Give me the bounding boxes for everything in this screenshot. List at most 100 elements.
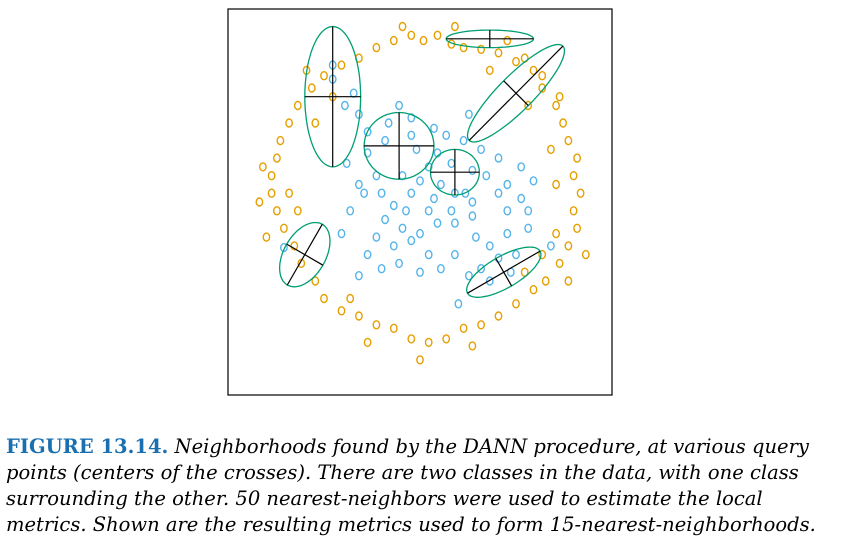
points-layer bbox=[255, 21, 590, 365]
outer-class-point bbox=[581, 249, 590, 260]
outer-class-point bbox=[564, 276, 573, 286]
inner-class-point bbox=[503, 206, 512, 216]
inner-class-point bbox=[450, 249, 459, 260]
outer-class-point bbox=[267, 170, 276, 181]
outer-class-point bbox=[290, 241, 299, 251]
inner-class-point bbox=[381, 214, 389, 225]
inner-class-point bbox=[346, 206, 355, 216]
inner-class-point bbox=[464, 109, 473, 120]
scatter-plot bbox=[227, 8, 613, 396]
outer-class-point bbox=[419, 35, 428, 46]
inner-class-point bbox=[416, 267, 424, 277]
outer-class-point bbox=[337, 306, 346, 316]
inner-class-point bbox=[459, 135, 468, 146]
outer-class-point bbox=[311, 276, 320, 286]
inner-class-point bbox=[279, 242, 288, 253]
outer-class-point bbox=[320, 70, 328, 81]
outer-class-point bbox=[524, 100, 533, 111]
outer-class-point bbox=[555, 91, 564, 102]
outer-class-point bbox=[407, 30, 416, 40]
inner-class-point bbox=[512, 249, 520, 260]
outer-class-point bbox=[569, 206, 578, 216]
inner-class-point bbox=[360, 188, 368, 198]
outer-class-point bbox=[311, 118, 320, 128]
inner-class-point bbox=[395, 258, 403, 269]
outer-class-point bbox=[424, 337, 433, 348]
inner-class-point bbox=[517, 193, 526, 204]
inner-class-point bbox=[407, 235, 416, 246]
outer-class-point bbox=[279, 223, 288, 234]
outer-class-point bbox=[433, 30, 442, 40]
outer-class-point bbox=[258, 162, 267, 172]
outer-class-point bbox=[450, 21, 459, 32]
inner-class-point bbox=[529, 176, 538, 186]
outer-class-point bbox=[529, 65, 538, 76]
inner-class-point bbox=[447, 206, 456, 216]
outer-class-point bbox=[552, 100, 560, 111]
outer-class-point bbox=[477, 44, 485, 55]
inner-class-point bbox=[412, 144, 421, 155]
outer-class-point bbox=[389, 35, 398, 46]
inner-class-point bbox=[477, 144, 485, 155]
outer-class-point bbox=[541, 276, 550, 286]
neighborhood-minor-axis bbox=[286, 243, 324, 266]
outer-class-point bbox=[503, 35, 512, 46]
inner-class-point bbox=[494, 188, 503, 198]
inner-class-point bbox=[461, 188, 470, 198]
inner-class-point bbox=[381, 135, 389, 146]
outer-class-point bbox=[512, 56, 520, 67]
neighborhood-minor-axis bbox=[503, 80, 529, 107]
inner-class-point bbox=[395, 100, 403, 111]
inner-class-point bbox=[494, 153, 503, 163]
outer-class-point bbox=[372, 320, 381, 330]
inner-class-point bbox=[442, 130, 451, 141]
figure-caption: FIGURE 13.14. Neighborhoods found by the… bbox=[6, 434, 846, 538]
outer-class-point bbox=[337, 60, 346, 70]
figure-caption-text: Neighborhoods found by the DANN procedur… bbox=[6, 435, 816, 536]
inner-class-point bbox=[389, 200, 398, 211]
outer-class-point bbox=[573, 153, 581, 163]
outer-class-point bbox=[293, 206, 302, 216]
inner-class-point bbox=[503, 179, 512, 190]
outer-class-point bbox=[442, 334, 451, 344]
inner-class-point bbox=[485, 276, 494, 286]
outer-class-point bbox=[389, 323, 398, 333]
inner-class-point bbox=[424, 206, 433, 216]
outer-class-point bbox=[459, 42, 468, 53]
inner-class-point bbox=[407, 130, 416, 141]
inner-class-point bbox=[354, 271, 363, 281]
outer-class-point bbox=[363, 337, 372, 348]
inner-class-point bbox=[416, 176, 424, 186]
outer-class-point bbox=[398, 21, 407, 32]
inner-class-point bbox=[363, 249, 372, 260]
inner-class-point bbox=[454, 299, 463, 309]
inner-class-point bbox=[402, 206, 410, 216]
outer-class-point bbox=[559, 118, 567, 128]
inner-class-point bbox=[482, 170, 491, 181]
inner-class-point bbox=[342, 158, 351, 169]
outer-class-point bbox=[262, 232, 271, 242]
outer-class-point bbox=[564, 135, 573, 146]
inner-class-point bbox=[547, 241, 555, 251]
inner-class-point bbox=[430, 123, 438, 134]
neighborhood-minor-axis bbox=[495, 258, 513, 287]
outer-class-point bbox=[477, 320, 485, 330]
outer-class-point bbox=[538, 83, 547, 93]
outer-class-point bbox=[272, 153, 281, 163]
inner-class-point bbox=[416, 228, 424, 239]
inner-class-point bbox=[433, 218, 442, 228]
outer-class-point bbox=[564, 241, 573, 251]
inner-class-point bbox=[524, 206, 533, 216]
outer-class-point bbox=[576, 188, 585, 198]
outer-class-point bbox=[372, 42, 381, 53]
outer-class-point bbox=[307, 83, 316, 93]
outer-class-point bbox=[547, 144, 555, 155]
outer-class-point bbox=[459, 323, 468, 333]
outer-class-point bbox=[494, 48, 503, 58]
outer-class-point bbox=[573, 223, 581, 234]
inner-class-point bbox=[517, 162, 526, 172]
inner-class-point bbox=[349, 88, 358, 98]
outer-class-point bbox=[468, 341, 477, 351]
neighborhoods-layer bbox=[278, 25, 566, 298]
outer-class-point bbox=[354, 311, 363, 321]
